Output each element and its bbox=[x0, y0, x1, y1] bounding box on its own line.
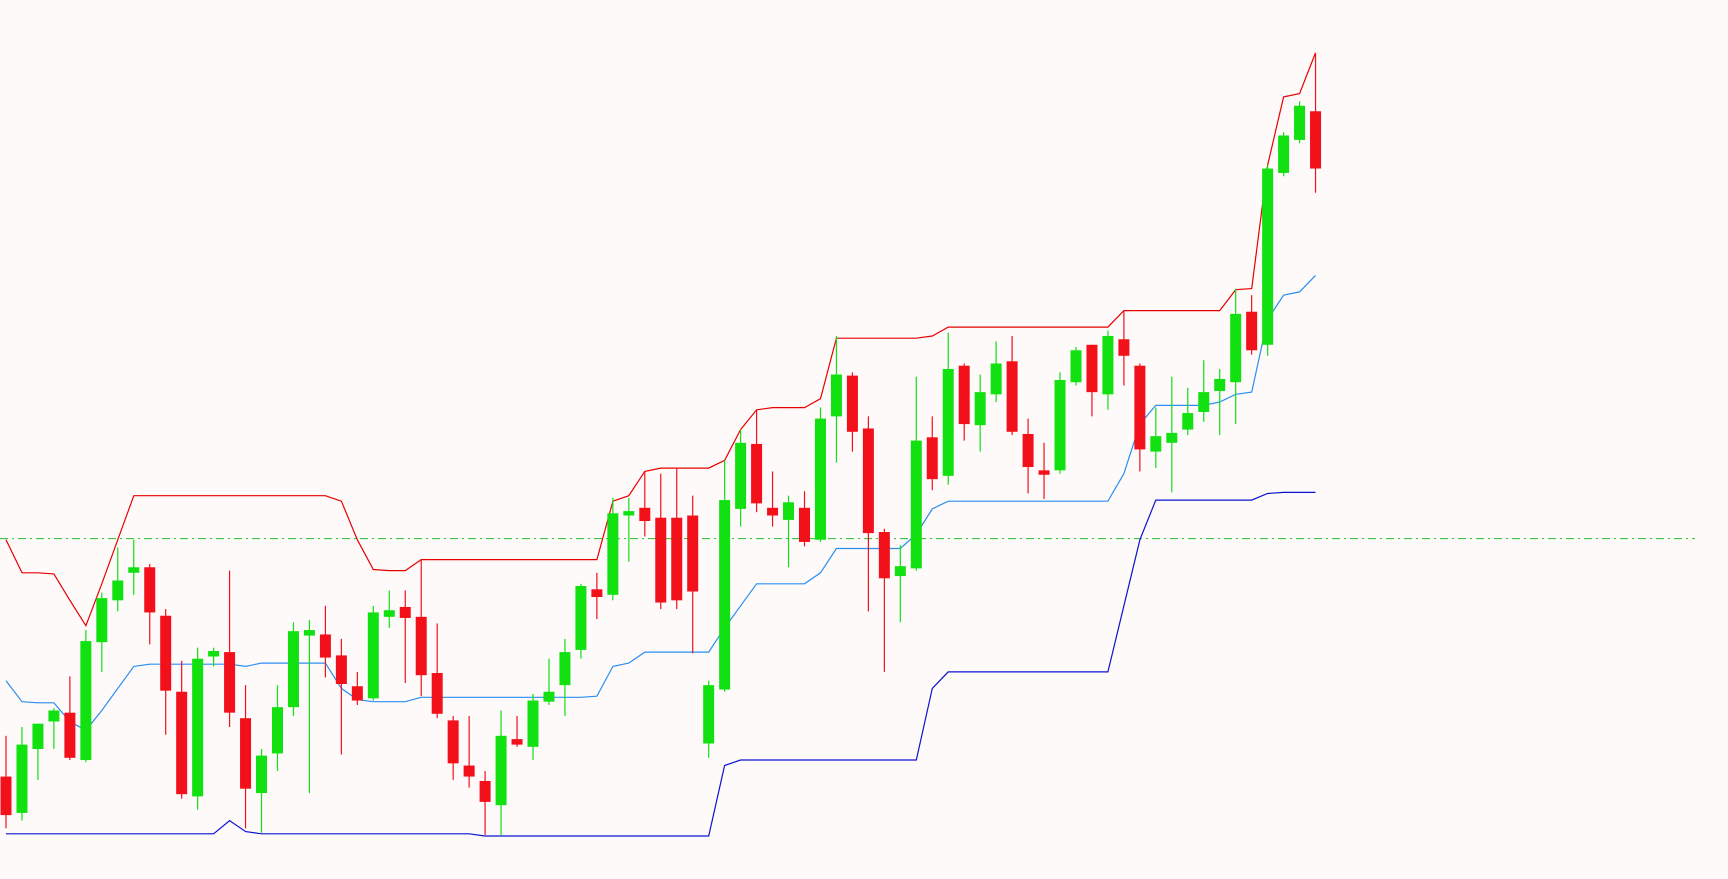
candle-body bbox=[751, 443, 763, 504]
candle-body bbox=[16, 744, 28, 813]
candle-body bbox=[271, 707, 283, 754]
candle-body bbox=[655, 517, 667, 603]
candle-body bbox=[160, 615, 172, 691]
candle-body bbox=[367, 612, 379, 699]
candle-body bbox=[607, 513, 619, 595]
candle-body bbox=[1118, 339, 1130, 356]
candle-body bbox=[623, 511, 635, 516]
candle-body bbox=[543, 691, 555, 702]
candle-body bbox=[942, 369, 954, 476]
candle-body bbox=[1086, 344, 1098, 393]
candle-body bbox=[64, 712, 76, 758]
candle-body bbox=[351, 686, 363, 701]
candle-body bbox=[1230, 313, 1242, 383]
candle-body bbox=[479, 780, 491, 802]
candle-body bbox=[128, 567, 140, 573]
indicator-line bbox=[6, 491, 1316, 837]
candle-body bbox=[703, 685, 715, 744]
candle-body bbox=[1054, 380, 1066, 471]
candle-body bbox=[878, 532, 890, 579]
indicator-line bbox=[5, 52, 1317, 628]
candle-body bbox=[256, 755, 268, 794]
candle-body bbox=[527, 700, 539, 747]
candle-body bbox=[687, 515, 699, 592]
candle-body bbox=[208, 650, 220, 657]
candle-body bbox=[958, 365, 970, 425]
candle-body bbox=[559, 652, 571, 686]
candle-body bbox=[639, 507, 651, 522]
candle-body bbox=[814, 418, 826, 540]
candle-body bbox=[287, 631, 299, 708]
candle-body bbox=[319, 634, 331, 658]
candle-body bbox=[1262, 168, 1274, 345]
candle-body bbox=[431, 673, 443, 714]
candle-body bbox=[112, 580, 124, 601]
candle-body bbox=[575, 586, 587, 650]
candle-body bbox=[144, 567, 156, 613]
candle-body bbox=[719, 500, 731, 690]
candle-body bbox=[1006, 361, 1018, 432]
candle-body bbox=[96, 598, 108, 643]
candle-body bbox=[894, 566, 906, 577]
candle-body bbox=[192, 658, 204, 797]
candle-body bbox=[495, 735, 507, 806]
candle-body bbox=[176, 691, 188, 795]
candle-body bbox=[463, 765, 475, 777]
candle-body bbox=[1102, 335, 1114, 395]
candle-body bbox=[1166, 432, 1178, 443]
candle-body bbox=[1022, 433, 1034, 468]
candle-body bbox=[767, 507, 779, 516]
candle-body bbox=[224, 652, 236, 713]
candle-body bbox=[1134, 365, 1146, 450]
candle-body bbox=[1214, 378, 1226, 392]
candle-body bbox=[799, 507, 810, 542]
candle-body bbox=[735, 442, 747, 509]
candle-body bbox=[1182, 413, 1194, 430]
candle-body bbox=[862, 428, 874, 534]
candle-body bbox=[1070, 350, 1082, 383]
candle-body bbox=[1150, 436, 1162, 452]
candle-body bbox=[48, 710, 60, 722]
candle-body bbox=[1198, 392, 1210, 412]
candle-body bbox=[1310, 111, 1322, 169]
candle-body bbox=[399, 606, 411, 618]
candle-body bbox=[783, 502, 795, 520]
candle-body bbox=[335, 655, 347, 685]
candle-body bbox=[80, 641, 92, 761]
candle-body bbox=[1038, 470, 1050, 475]
candle-body bbox=[846, 375, 858, 432]
candle-body bbox=[415, 616, 427, 676]
candle-body bbox=[591, 589, 603, 598]
candle-body bbox=[830, 374, 842, 417]
candle-body bbox=[383, 610, 395, 617]
candle-body bbox=[1278, 135, 1290, 173]
candle-body bbox=[0, 776, 12, 816]
candle-body bbox=[240, 718, 252, 789]
candle-body bbox=[671, 517, 683, 601]
candle-body bbox=[447, 720, 459, 764]
candle-body bbox=[303, 630, 315, 636]
candle-body bbox=[1246, 311, 1258, 351]
candle-body bbox=[32, 723, 44, 750]
candle-body bbox=[974, 392, 986, 426]
candle-body bbox=[910, 440, 922, 569]
candle-body bbox=[926, 437, 938, 480]
candle-body bbox=[1294, 105, 1306, 140]
candle-body bbox=[511, 739, 523, 745]
candle-body bbox=[990, 363, 1002, 395]
